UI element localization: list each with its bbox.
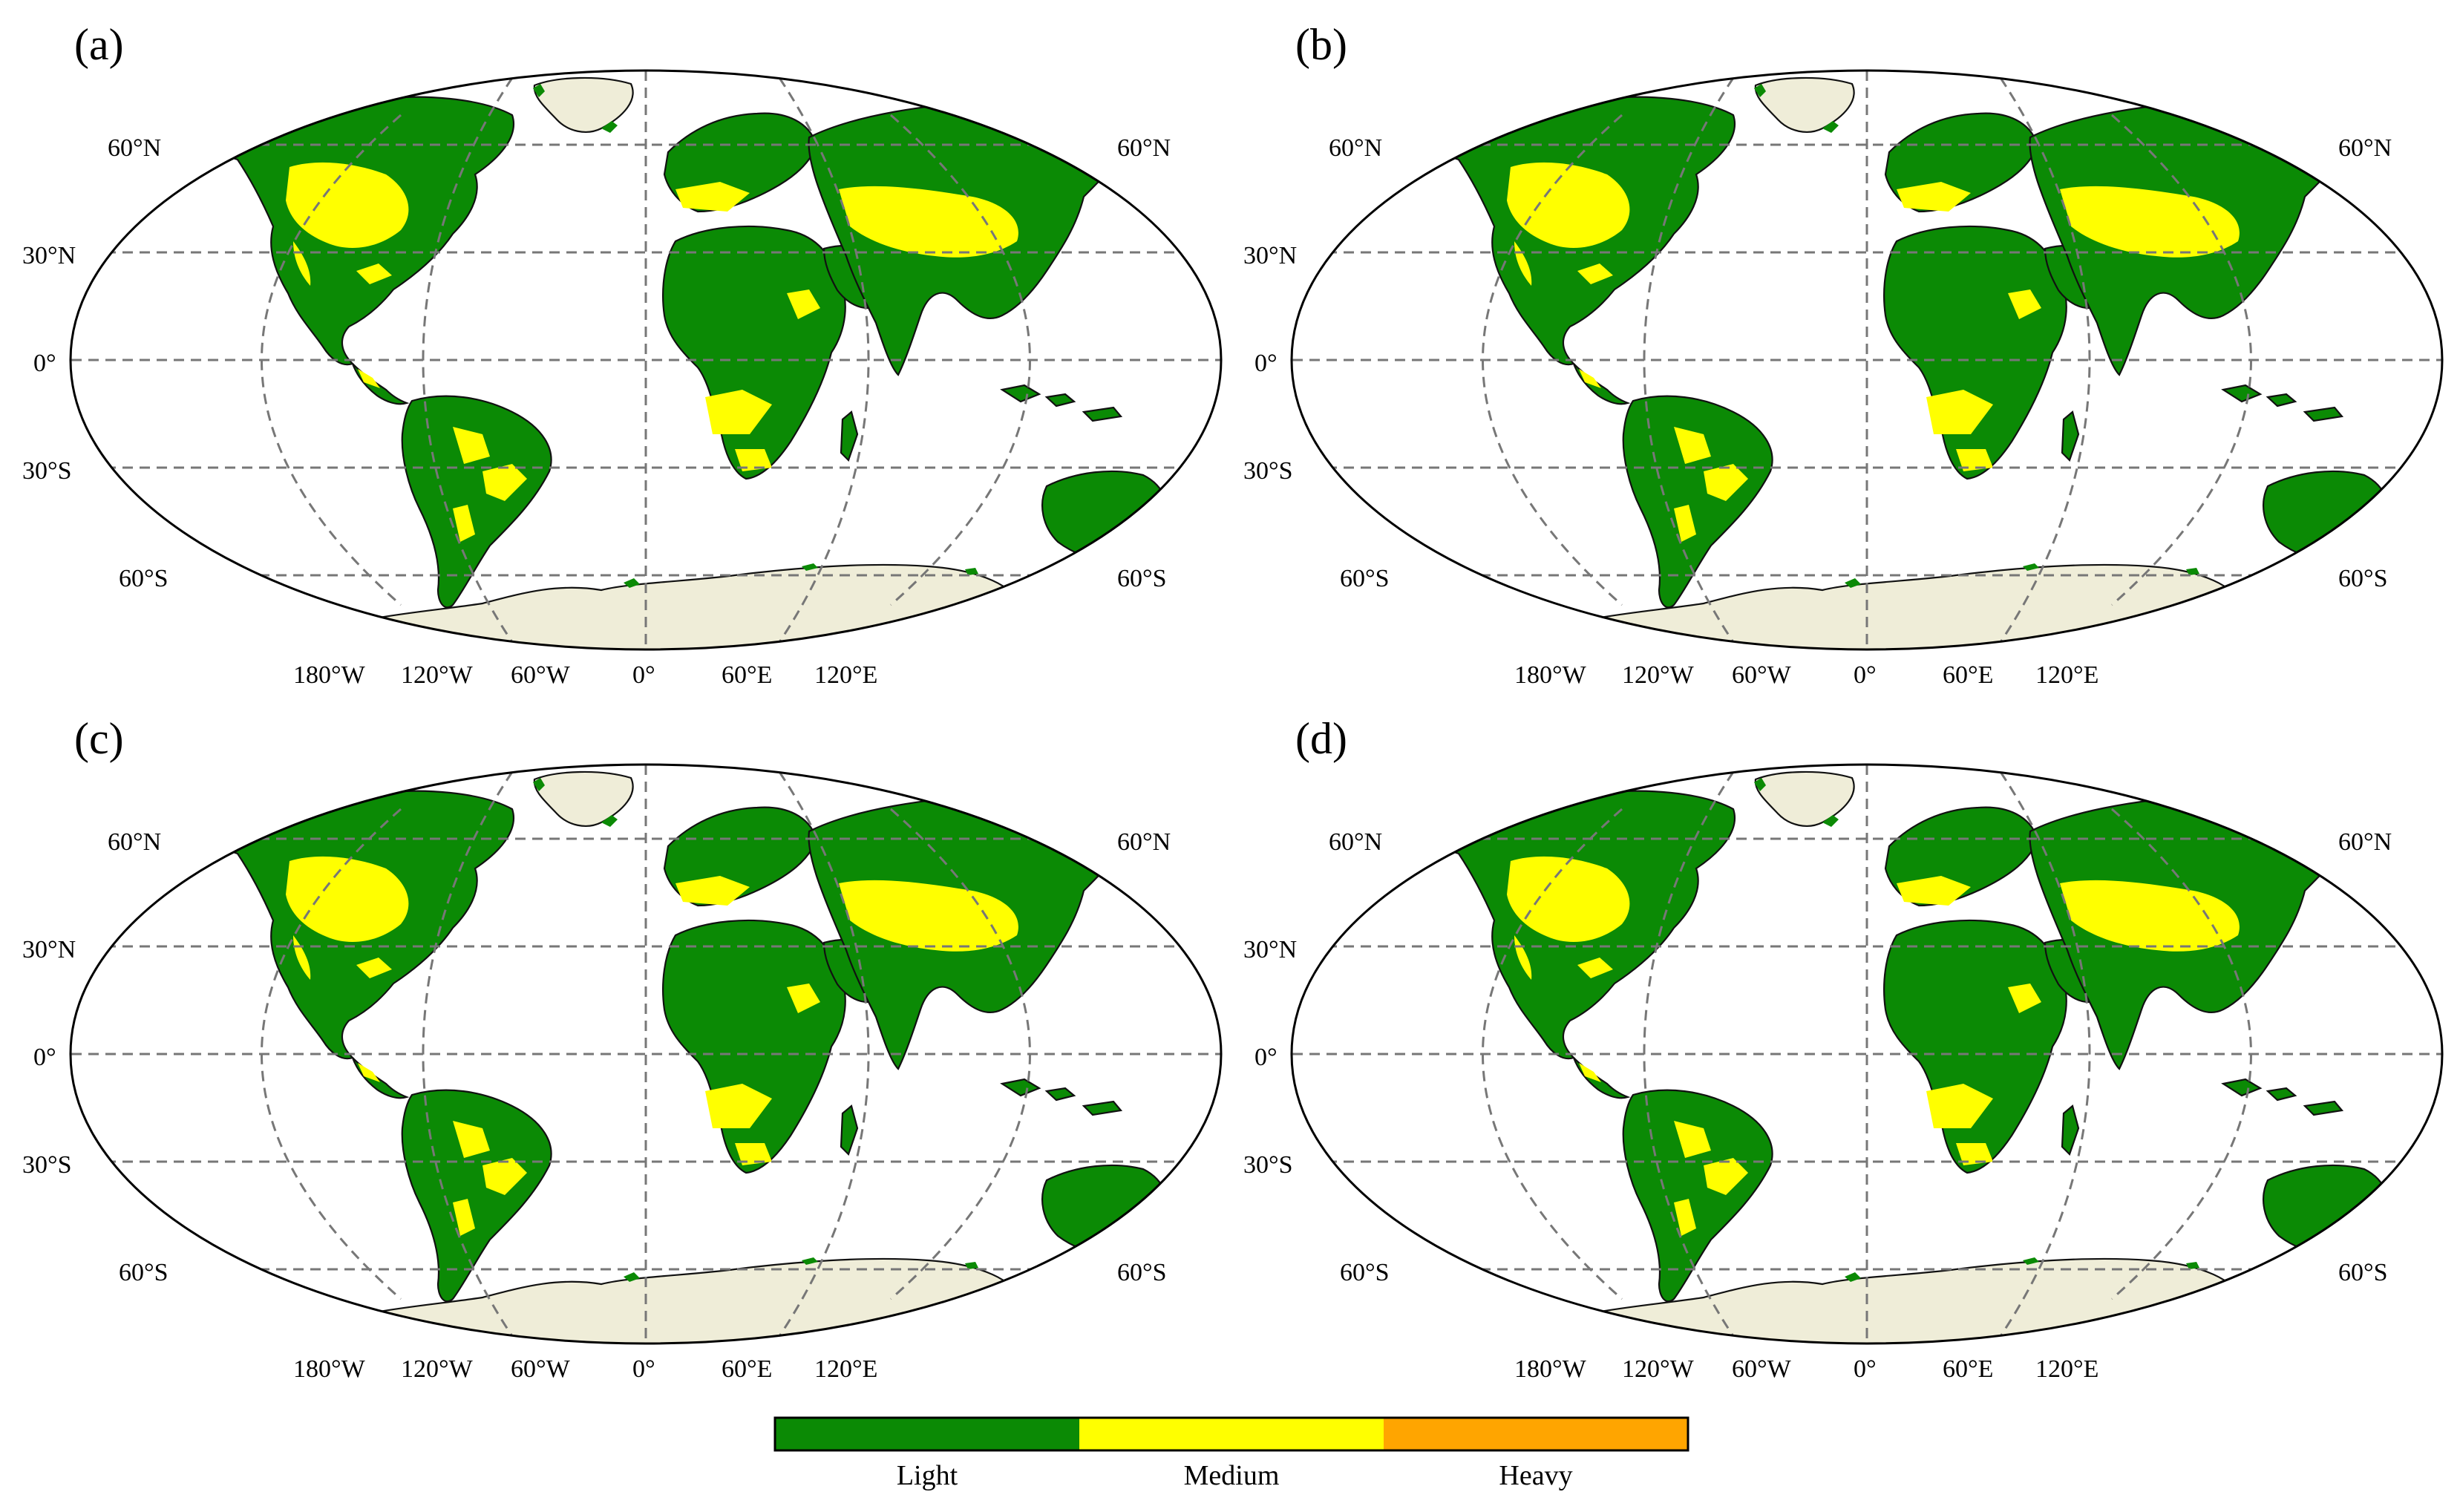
lat-label-60s: 60°S [2338,565,2388,592]
lat-label-0: 0° [1254,1044,1278,1071]
lat-label-0: 0° [33,1044,56,1071]
lon-label-180w: 180°W [1514,661,1587,689]
lon-label-120e: 120°E [814,1355,877,1383]
lat-label-60s: 60°S [119,1259,169,1286]
lat-label-30s: 30°S [22,1151,72,1179]
lat-label-60n: 60°N [1117,828,1171,856]
lon-label-0: 0° [632,1355,655,1383]
lat-label-60s: 60°S [1340,565,1390,592]
lat-label-0: 0° [1254,350,1278,377]
lat-label-60n: 60°N [108,134,161,162]
lon-label-60e: 60°E [1943,661,1993,689]
lon-label-120e: 120°E [2035,661,2098,689]
lat-label-30s: 30°S [1243,1151,1293,1179]
legend-swatch-medium [1079,1418,1384,1450]
lon-label-60w: 60°W [1732,1355,1792,1383]
lon-label-0: 0° [1854,1355,1877,1383]
legend-frame [773,1416,1689,1452]
lat-label-60s: 60°S [2338,1259,2388,1286]
lon-label-60w: 60°W [511,661,571,689]
panel-label-a: (a) [74,20,124,69]
lon-label-60e: 60°E [722,1355,772,1383]
map-panel-d [1258,765,2460,1351]
lat-label-60s: 60°S [1340,1259,1390,1286]
lat-label-60n: 60°N [1329,134,1382,162]
lon-label-120e: 120°E [814,661,877,689]
panel-label-c: (c) [74,714,124,763]
lat-label-60n: 60°N [1117,134,1171,162]
lat-label-60n: 60°N [1329,828,1382,856]
lon-label-120w: 120°W [401,661,474,689]
panel-label-d: (d) [1295,714,1347,763]
lon-label-60w: 60°W [511,1355,571,1383]
legend-label-light: Light [897,1460,958,1491]
lon-label-180w: 180°W [293,661,366,689]
lat-label-30n: 30°N [1243,242,1297,269]
legend-label-heavy: Heavy [1499,1460,1572,1491]
lon-label-60e: 60°E [1943,1355,1993,1383]
lon-label-0: 0° [632,661,655,689]
map-panel-c [37,765,1254,1351]
lat-label-30n: 30°N [22,242,76,269]
legend: Light Medium Heavy [773,1416,1689,1491]
lat-label-60n: 60°N [108,828,161,856]
lat-label-60s: 60°S [1117,565,1167,592]
lon-label-120w: 120°W [1622,1355,1695,1383]
lon-label-120w: 120°W [401,1355,474,1383]
lon-label-60e: 60°E [722,661,772,689]
lon-label-60w: 60°W [1732,661,1792,689]
map-panel-a [37,71,1254,657]
lon-label-180w: 180°W [1514,1355,1587,1383]
legend-swatch-heavy [1384,1418,1688,1450]
map-panel-b [1258,71,2460,657]
legend-label-medium: Medium [1184,1460,1280,1491]
lat-label-30n: 30°N [22,936,76,963]
lon-label-0: 0° [1854,661,1877,689]
legend-swatch-light [775,1418,1079,1450]
lat-label-30n: 30°N [1243,936,1297,963]
lat-label-30s: 30°S [1243,457,1293,485]
lat-label-30s: 30°S [22,457,72,485]
lon-label-120w: 120°W [1622,661,1695,689]
lat-label-0: 0° [33,350,56,377]
panel-label-b: (b) [1295,20,1347,69]
lat-label-60n: 60°N [2338,134,2392,162]
lon-label-120e: 120°E [2035,1355,2098,1383]
lat-label-60s: 60°S [1117,1259,1167,1286]
lon-label-180w: 180°W [293,1355,366,1383]
lat-label-60s: 60°S [119,565,169,592]
lat-label-60n: 60°N [2338,828,2392,856]
